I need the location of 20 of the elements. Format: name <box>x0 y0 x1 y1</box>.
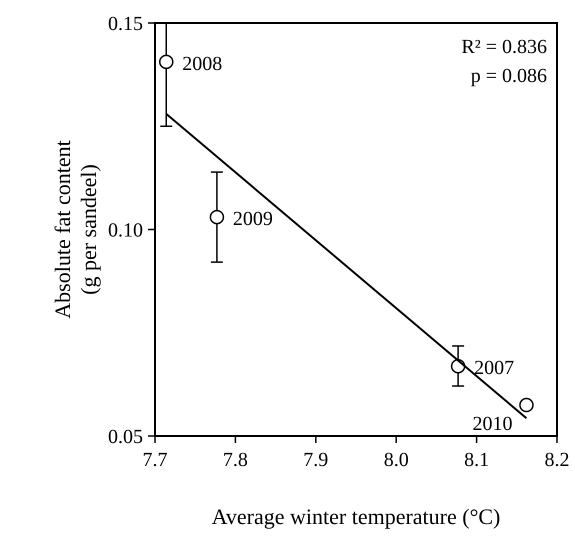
point <box>159 54 174 70</box>
point <box>519 398 534 412</box>
x-tick-label: 7.7 <box>142 449 168 471</box>
x-tick-label: 8.0 <box>384 449 409 471</box>
x-tick-label: 8.2 <box>544 449 570 471</box>
x-tick-label: 7.9 <box>303 449 328 471</box>
annotation: 2008 <box>182 52 222 75</box>
y-tick-label: 0.10 <box>108 220 143 242</box>
point <box>210 210 224 224</box>
x-tick-label: 8.1 <box>464 449 490 471</box>
annotation: p = 0.086 <box>470 65 547 87</box>
x-tick-label: 7.8 <box>222 449 248 471</box>
annotation: 2010 <box>472 413 512 436</box>
annotation: R² = 0.836 <box>461 36 547 58</box>
x-axis-title: Average winter temperature (°C) <box>212 504 500 529</box>
annotation: 2007 <box>474 357 514 380</box>
y-tick-label: 0.05 <box>108 426 143 448</box>
y-tick-label: 0.15 <box>108 13 143 35</box>
annotation: 2009 <box>232 208 273 230</box>
y-axis-title: Absolute fat content (g per sandeel) <box>50 140 102 319</box>
